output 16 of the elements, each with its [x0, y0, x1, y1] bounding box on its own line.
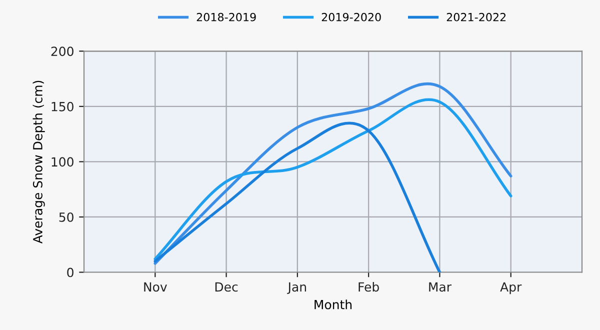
y-tick-label: 50: [59, 212, 74, 222]
x-tick-label: Jan: [287, 282, 306, 294]
y-tick-label: 0: [67, 268, 74, 278]
x-axis-title: Month: [314, 300, 352, 310]
x-tick-label: Mar: [429, 282, 452, 292]
x-tick-label: Feb: [358, 282, 379, 292]
legend-label: 2019-2020: [322, 12, 381, 22]
x-tick-label: Nov: [144, 282, 167, 292]
y-axis-title: Average Snow Depth (cm): [32, 80, 45, 244]
y-tick-label: 150: [52, 102, 74, 112]
x-tick-label: Apr: [500, 282, 522, 294]
legend-label: 2018-2019: [196, 12, 256, 22]
x-tick-label: Dec: [215, 282, 238, 292]
y-tick-label: 100: [52, 157, 74, 167]
y-tick-label: 200: [51, 46, 74, 56]
legend-label: 2021-2022: [446, 12, 506, 22]
